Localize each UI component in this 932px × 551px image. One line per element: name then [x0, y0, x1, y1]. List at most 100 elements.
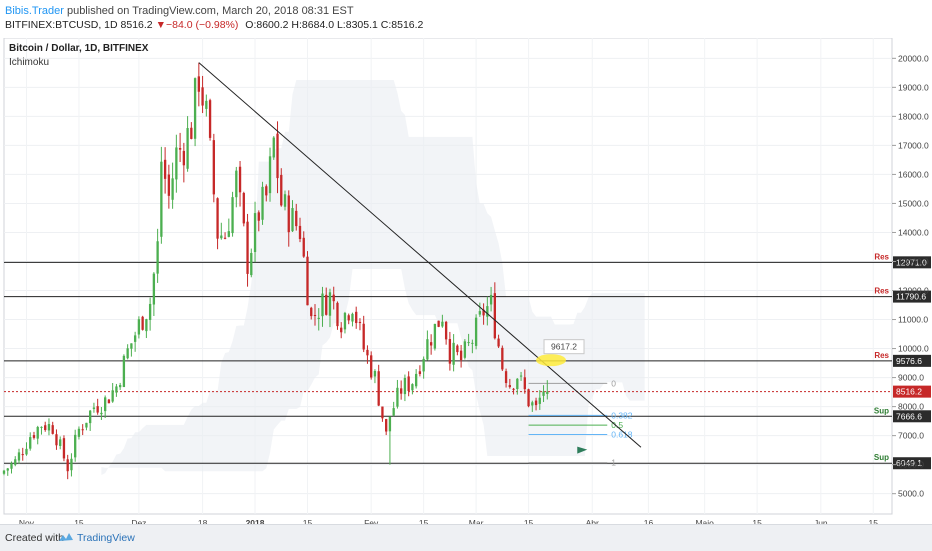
level-price-box — [893, 290, 931, 303]
candle-body — [422, 358, 425, 372]
candle-body — [302, 237, 305, 257]
candle-body — [433, 323, 437, 349]
candle-body — [265, 186, 268, 196]
axes: 5000.0 6000.0 7000.0 8000.0 9000.0 10000.0 110… — [19, 53, 929, 524]
candle-body — [497, 338, 500, 347]
price-chart[interactable]: 12971.0 Res 11790.6 Res 9576.6 Res 7666.6 Sup 60… — [0, 38, 932, 524]
candle-body — [253, 213, 257, 252]
candle-body — [216, 198, 219, 239]
y-tick-label: 15000.0 — [898, 198, 929, 208]
candle-body — [182, 150, 186, 166]
ohlc-open: O:8600.2 — [245, 19, 289, 31]
fib-level-label: 0.382 — [611, 410, 633, 420]
candle-body — [51, 425, 54, 434]
candle-body — [25, 448, 28, 455]
candle-body — [441, 321, 444, 327]
candle-body — [325, 294, 328, 315]
published-text: published on TradingView.com, March 20, … — [66, 5, 354, 17]
x-tick-label: 15 — [419, 518, 429, 524]
level-price-label: 11790.6 — [896, 292, 926, 302]
candle-body — [523, 377, 526, 390]
publish-line: Bibis.Trader published on TradingView.co… — [5, 5, 354, 17]
candle-body — [29, 437, 32, 449]
x-tick-label: Jun — [814, 518, 828, 524]
y-tick-label: 5000.0 — [898, 489, 924, 499]
candle-body — [429, 342, 433, 346]
candle-body — [321, 293, 324, 317]
candle-body — [14, 459, 17, 465]
candle-body — [160, 161, 163, 237]
fib-level-label: 0.5 — [611, 420, 623, 430]
candle-body — [257, 212, 260, 221]
candle-body — [295, 210, 298, 227]
author-link[interactable]: Bibis.Trader — [5, 5, 64, 17]
candle-body — [527, 389, 530, 407]
candle-body — [268, 156, 272, 194]
candle-body — [355, 311, 358, 324]
candle-body — [471, 342, 474, 344]
candle-body — [493, 293, 496, 339]
level-price-box — [893, 457, 931, 470]
candle-body — [70, 458, 73, 471]
candle-body — [516, 378, 519, 390]
candle-body — [250, 252, 253, 276]
candle-body — [77, 428, 81, 437]
candle-body — [385, 419, 388, 432]
candle-body — [32, 435, 36, 438]
candle-body — [280, 174, 283, 206]
candle-body — [62, 438, 66, 459]
candle-body — [66, 459, 69, 472]
candle-body — [137, 319, 141, 335]
highlight-marker — [536, 354, 567, 367]
candle-body — [85, 422, 88, 428]
x-tick-label: 2018 — [246, 518, 265, 524]
candle-body — [313, 314, 317, 316]
level-price-label: 9576.6 — [896, 356, 922, 366]
candle-body — [141, 316, 144, 330]
candle-body — [36, 427, 39, 439]
candle-body — [111, 390, 114, 402]
footer-bar: Created with TradingView — [0, 524, 932, 551]
candle-body — [235, 170, 238, 198]
candle-body — [538, 397, 541, 404]
candle-body — [448, 339, 452, 364]
candle-body — [478, 311, 482, 315]
candle-body — [2, 470, 6, 474]
candle-body — [463, 341, 467, 358]
tradingview-brand[interactable]: TradingView — [77, 532, 135, 544]
indicator-label[interactable]: Ichimoku — [9, 57, 50, 68]
candle-body — [201, 87, 204, 106]
candle-body — [467, 342, 470, 344]
level-price-box — [893, 256, 931, 269]
level-tag: Res — [874, 287, 889, 296]
level-price-box — [893, 410, 931, 423]
price-annotation-label: 9617.2 — [551, 342, 577, 352]
candle-body — [145, 319, 148, 332]
candle-body — [17, 452, 21, 461]
x-tick-label: Mar — [469, 518, 484, 524]
current-price-label: 8516.2 — [896, 387, 922, 397]
y-tick-label: 9000.0 — [898, 373, 924, 383]
candle-body — [437, 320, 440, 327]
last-price: 8516.2 — [120, 19, 153, 31]
candle-body — [6, 468, 9, 471]
ohlc-low: L:8305.1 — [336, 19, 378, 31]
fib-level-label: 1 — [611, 458, 616, 468]
candle-body — [208, 100, 212, 138]
y-tick-label: 18000.0 — [898, 111, 929, 121]
candle-body — [414, 373, 418, 387]
level-price-box — [893, 354, 931, 367]
candle-body — [340, 327, 343, 333]
candle-body — [148, 303, 152, 320]
candle-body — [283, 194, 287, 207]
candle-body — [351, 313, 354, 322]
y-tick-label: 8000.0 — [898, 402, 924, 412]
candle-body — [223, 237, 227, 239]
level-price-label: 12971.0 — [896, 257, 927, 267]
created-with-text: Created with — [5, 532, 64, 544]
candle-body — [444, 321, 448, 340]
x-tick-label: 18 — [198, 518, 208, 524]
candle-body — [347, 315, 350, 321]
candle-body — [482, 309, 485, 316]
